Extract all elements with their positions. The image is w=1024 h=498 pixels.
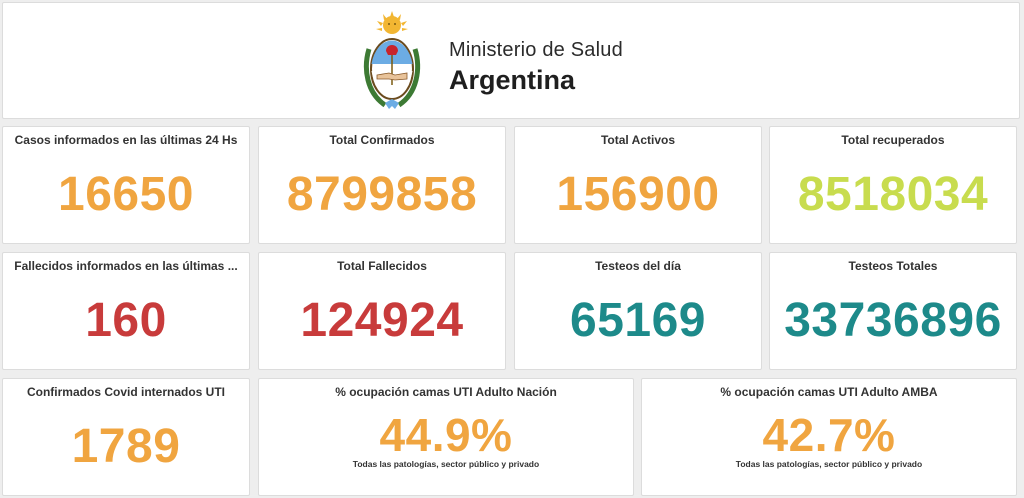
card-value: 8799858 — [286, 168, 478, 221]
card-value: 44.9% — [379, 409, 513, 461]
card-label: Testeos Totales — [848, 259, 938, 273]
card-subtitle: Todas las patologías, sector público y p… — [352, 459, 540, 469]
card-label: Total Fallecidos — [337, 259, 427, 273]
card-label: Testeos del día — [595, 259, 681, 273]
card-label: Total Confirmados — [329, 133, 435, 147]
card-label: % ocupación camas UTI Adulto Nación — [335, 385, 557, 399]
card-deaths-last-24h: Fallecidos informados en las últimas ...… — [2, 252, 250, 370]
card-value: 8518034 — [797, 168, 989, 221]
card-label: % ocupación camas UTI Adulto AMBA — [720, 385, 938, 399]
card-total-confirmed: Total Confirmados 8799858 — [258, 126, 506, 244]
card-icu-occupancy-nation: % ocupación camas UTI Adulto Nación 44.9… — [258, 378, 634, 496]
card-total-deaths: Total Fallecidos 124924 — [258, 252, 506, 370]
card-icu-occupancy-amba: % ocupación camas UTI Adulto AMBA 42.7% … — [641, 378, 1017, 496]
card-value: 65169 — [570, 294, 706, 347]
card-tests-today: Testeos del día 65169 — [514, 252, 762, 370]
card-total-recovered: Total recuperados 8518034 — [769, 126, 1017, 244]
card-value: 156900 — [556, 168, 720, 221]
card-value: 160 — [85, 294, 167, 347]
card-label: Total recuperados — [841, 133, 945, 147]
card-icu-confirmed: Confirmados Covid internados UTI 1789 — [2, 378, 250, 496]
card-subtitle: Todas las patologías, sector público y p… — [735, 459, 923, 469]
argentina-coat-of-arms-icon — [363, 11, 421, 109]
card-total-active: Total Activos 156900 — [514, 126, 762, 244]
card-value: 124924 — [300, 294, 464, 347]
header-banner: Ministerio de Salud Argentina — [2, 2, 1020, 119]
card-label: Casos informados en las últimas 24 Hs — [14, 133, 238, 147]
card-total-tests: Testeos Totales 33736896 — [769, 252, 1017, 370]
card-value: 42.7% — [762, 409, 896, 461]
country-name: Argentina — [449, 65, 576, 95]
card-label: Total Activos — [600, 133, 675, 147]
card-value: 1789 — [71, 420, 181, 473]
card-label: Confirmados Covid internados UTI — [26, 385, 225, 399]
card-label: Fallecidos informados en las últimas ... — [14, 259, 238, 273]
card-value: 16650 — [58, 168, 194, 221]
card-value: 33736896 — [784, 294, 1002, 347]
card-cases-last-24h: Casos informados en las últimas 24 Hs 16… — [2, 126, 250, 244]
ministry-name: Ministerio de Salud — [449, 39, 623, 61]
